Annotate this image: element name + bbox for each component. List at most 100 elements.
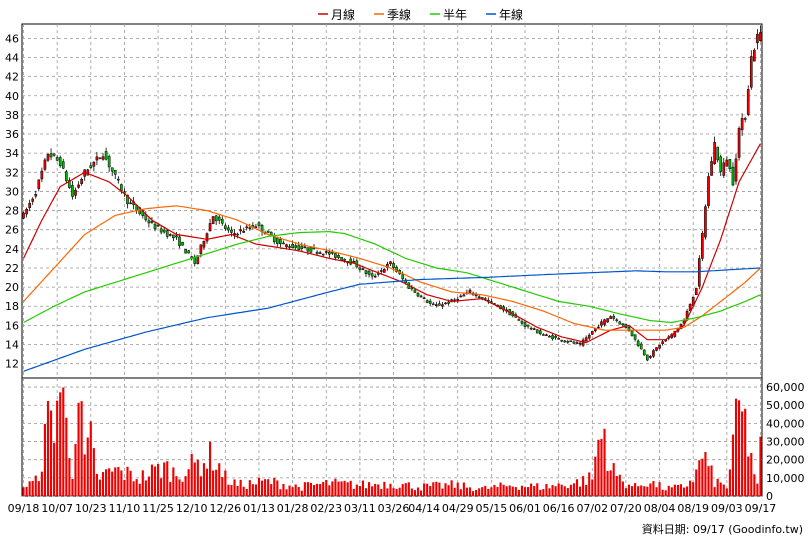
candle-body <box>707 176 710 206</box>
volume-bar <box>588 472 591 496</box>
candle-body <box>31 198 35 202</box>
volume-bar <box>722 484 725 496</box>
candle-body <box>162 229 166 233</box>
candle-body <box>548 335 551 338</box>
candle-body <box>266 230 270 233</box>
candle-body <box>621 323 625 326</box>
volume-bar <box>471 491 475 496</box>
candle-body <box>129 202 132 205</box>
volume-bar <box>741 411 744 496</box>
volume-bar <box>254 484 257 496</box>
price-tick-label: 12 <box>5 358 19 371</box>
volume-bar <box>407 482 410 496</box>
candle-body <box>120 184 123 192</box>
volume-bar <box>734 398 738 496</box>
volume-panel: 0 10,000 20,000 30,000 40,000 50,000 60,000 <box>21 377 805 503</box>
x-tick-label: 03/11 <box>344 502 376 515</box>
candle-body <box>722 162 726 176</box>
candle-body <box>34 193 38 197</box>
candle-body <box>227 227 230 231</box>
volume-bar <box>465 487 468 496</box>
volume-bar <box>340 481 343 496</box>
candle-body <box>126 194 129 205</box>
volume-bar <box>202 463 206 496</box>
price-tick-label: 46 <box>5 32 19 45</box>
volume-bar <box>62 387 65 496</box>
volume-bar <box>65 417 68 496</box>
volume-bar <box>196 459 199 496</box>
volume-bar <box>169 482 172 496</box>
candle-body <box>236 233 239 236</box>
candle-body <box>759 32 762 41</box>
volume-bar <box>306 482 309 496</box>
candle-body <box>701 232 704 259</box>
volume-bar <box>46 400 50 496</box>
volume-bar <box>208 441 212 496</box>
volume-bar <box>386 488 389 496</box>
candle-body <box>422 297 426 299</box>
volume-bar <box>398 487 401 496</box>
moving-average-lines <box>22 143 762 372</box>
volume-bar <box>459 489 462 496</box>
volume-bar <box>264 479 267 496</box>
candle-body <box>159 228 163 233</box>
volume-bar <box>423 483 426 496</box>
candle-body <box>89 165 93 169</box>
candle-body <box>633 334 637 340</box>
volume-bar <box>160 478 163 496</box>
volume-bar <box>413 490 417 496</box>
volume-bar <box>319 484 322 496</box>
candle-body <box>77 184 80 188</box>
volume-bar <box>557 483 560 496</box>
candle-body <box>65 171 68 182</box>
x-tick-label: 06/16 <box>543 502 575 515</box>
candle-body <box>435 304 438 307</box>
volume-bar <box>569 484 572 496</box>
x-tick-label: 11/25 <box>142 502 174 515</box>
data-date-footer: 資料日期: 09/17 (Goodinfo.tw) <box>642 522 803 536</box>
candle-body <box>584 337 588 342</box>
candle-body <box>214 215 218 222</box>
volume-bar <box>710 465 713 496</box>
volume-bar <box>725 488 728 496</box>
volume-bar <box>215 469 218 496</box>
volume-bar <box>682 487 686 496</box>
candle-body <box>324 251 328 253</box>
price-tick-label: 30 <box>5 185 19 198</box>
volume-bar <box>380 488 383 496</box>
ma-line <box>23 205 761 331</box>
volume-bar <box>753 474 756 496</box>
volume-bar <box>193 462 196 496</box>
volume-bar <box>478 488 481 496</box>
volume-bar <box>325 480 328 496</box>
candle-body <box>196 255 200 264</box>
candle-body <box>37 179 41 189</box>
volume-bar <box>150 464 154 496</box>
candle-body <box>410 287 414 290</box>
candle-body <box>520 321 524 324</box>
candle-body <box>337 255 340 258</box>
volume-plot-area <box>21 377 763 497</box>
volume-bar <box>542 489 545 496</box>
volume-bar <box>297 487 300 496</box>
candle-body <box>358 267 362 270</box>
price-tick-label: 16 <box>5 319 19 332</box>
x-tick-label: 03/26 <box>378 502 410 515</box>
candle-body <box>92 161 96 167</box>
candle-body <box>113 169 117 175</box>
legend: 月線 季線 半年 年線 <box>318 7 523 22</box>
volume-bar <box>719 482 722 496</box>
volume-bar <box>416 487 420 496</box>
price-tick-label: 26 <box>5 224 19 237</box>
candle-body <box>704 206 707 238</box>
volume-bar <box>591 479 594 496</box>
x-tick-label: 05/15 <box>476 502 508 515</box>
volume-bar <box>114 467 117 496</box>
candle-body <box>285 244 288 248</box>
volume-bar <box>634 483 637 496</box>
volume-bar <box>493 484 496 496</box>
volume-bar <box>744 408 747 496</box>
volume-bar <box>728 469 731 496</box>
price-tick-label: 18 <box>5 300 19 313</box>
